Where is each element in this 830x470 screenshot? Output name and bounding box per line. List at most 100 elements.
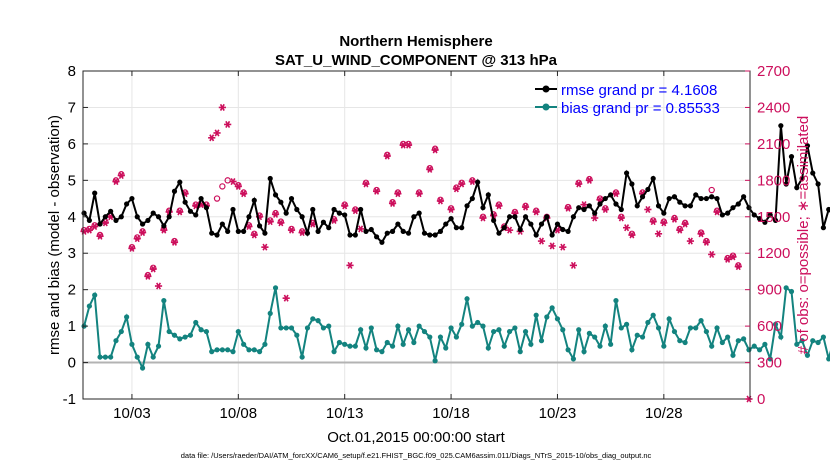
rmse-point — [794, 185, 800, 191]
rmse-point — [639, 194, 646, 200]
bias-point — [384, 339, 390, 346]
bias-point — [586, 330, 592, 336]
obs-assimilated-marker — [601, 205, 609, 214]
legend-bias-label: bias grand pr = 0.85533 — [561, 100, 720, 117]
y-tick-label-right: 300 — [757, 355, 782, 372]
bias-point — [645, 319, 651, 326]
bias-point — [671, 328, 678, 335]
rmse-point — [623, 170, 630, 176]
rmse-point — [198, 195, 204, 202]
rmse-point — [310, 206, 316, 213]
rmse-point — [666, 195, 672, 202]
obs-assimilated-marker — [404, 141, 413, 149]
rmse-point — [677, 199, 683, 205]
obs-assimilated-marker — [149, 265, 157, 273]
rmse-point — [182, 199, 188, 205]
y-tick-label: 8 — [68, 63, 76, 80]
obs-assimilated-marker — [537, 237, 546, 245]
rmse-point — [139, 221, 146, 227]
obs-assimilated-marker — [585, 176, 593, 184]
bias-point — [682, 339, 688, 346]
rmse-point — [320, 219, 327, 225]
rmse-point — [650, 175, 656, 182]
bias-point — [411, 339, 417, 346]
rmse-point — [145, 217, 151, 224]
rmse-point — [772, 217, 779, 224]
bias-point — [92, 292, 98, 298]
obs-assimilated-marker — [622, 224, 631, 232]
bias-point — [730, 352, 736, 358]
rmse-point — [358, 206, 364, 213]
obs-possible-marker — [708, 186, 715, 194]
obs-assimilated-marker — [112, 178, 120, 186]
rmse-point — [368, 226, 374, 233]
bias-point — [97, 354, 103, 360]
bias-point — [86, 303, 92, 309]
bias-point — [613, 298, 619, 304]
rmse-point — [544, 214, 550, 220]
rmse-point — [645, 186, 651, 193]
obs-assimilated-marker — [170, 238, 179, 246]
bias-point — [448, 325, 454, 331]
obs-assimilated-marker — [101, 219, 109, 227]
y-tick-label: 7 — [68, 99, 76, 116]
y-tick-label-right: 1500 — [757, 209, 790, 226]
obs-assimilated-marker — [388, 199, 397, 207]
bias-point — [155, 343, 162, 349]
bias-point — [778, 334, 784, 340]
rmse-point — [171, 188, 178, 194]
bias-point — [522, 328, 529, 335]
rmse-point — [256, 223, 263, 229]
bias-point — [453, 334, 459, 340]
obs-assimilated-marker — [133, 235, 141, 243]
rmse-point — [788, 154, 795, 160]
rmse-point — [427, 232, 433, 238]
rmse-point — [262, 230, 268, 236]
obs-assimilated-marker — [287, 226, 296, 234]
y-tick-label-right: 1200 — [757, 245, 790, 262]
rmse-point — [741, 194, 747, 200]
bias-point — [576, 327, 582, 333]
bias-point — [193, 319, 199, 326]
rmse-point — [778, 123, 784, 129]
bias-point — [358, 327, 364, 333]
rmse-point — [432, 232, 438, 238]
rmse-point — [682, 203, 688, 209]
x-tick-label: 10/03 — [113, 405, 151, 422]
rmse-point — [613, 201, 619, 207]
obs-assimilated-marker — [580, 201, 588, 209]
bias-point — [528, 341, 534, 347]
rmse-point — [315, 228, 321, 234]
obs-assimilated-marker — [734, 263, 742, 271]
bias-point — [746, 347, 752, 353]
rmse-point — [230, 206, 236, 213]
bias-point — [134, 354, 140, 360]
rmse-point — [150, 210, 156, 216]
obs-assimilated-marker — [117, 171, 125, 180]
obs-assimilated-marker — [144, 272, 152, 280]
bias-point — [299, 354, 305, 360]
y-tick-label: 0 — [68, 355, 76, 372]
y-tick-label: 5 — [68, 172, 76, 189]
bias-point — [756, 347, 763, 353]
bias-point — [661, 343, 667, 349]
bias-point — [230, 349, 236, 355]
obs-assimilated-marker — [346, 261, 354, 269]
rmse-point — [501, 225, 507, 231]
y-tick-label: 3 — [68, 245, 76, 262]
obs-possible-marker — [213, 195, 221, 202]
obs-assimilated-marker — [426, 165, 434, 173]
bias-point — [203, 328, 210, 335]
rmse-point — [267, 175, 273, 182]
obs-assimilated-marker — [213, 129, 221, 137]
obs-assimilated-marker — [271, 210, 280, 218]
bias-point — [443, 345, 449, 351]
x-tick-label: 10/08 — [220, 405, 258, 422]
obs-assimilated-marker — [564, 204, 572, 212]
bias-point — [820, 334, 827, 340]
obs-assimilated-marker — [85, 226, 93, 234]
obs-possible-marker — [224, 177, 231, 184]
bias-point — [698, 318, 704, 324]
bias-point — [469, 323, 475, 329]
bias-point — [762, 341, 768, 347]
